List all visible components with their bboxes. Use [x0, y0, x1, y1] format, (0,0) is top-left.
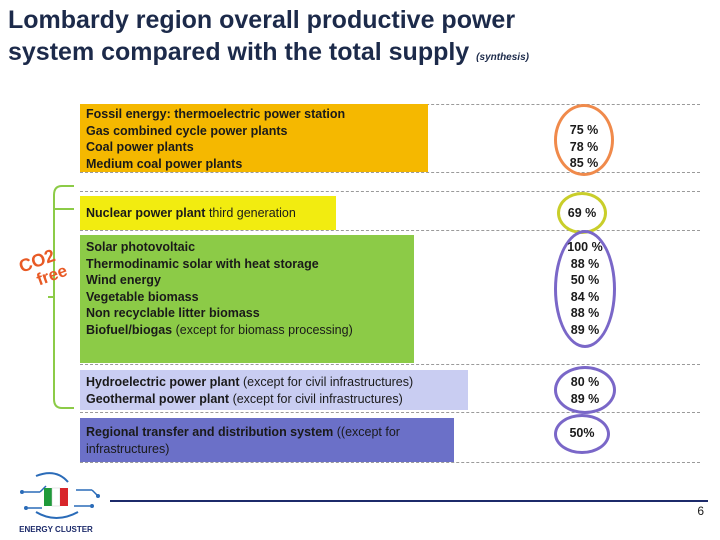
hydro-geothermal-box: Hydroelectric power plant (except for ci… — [80, 370, 468, 410]
transfer-line-bold: Regional transfer and distribution syste… — [86, 425, 334, 439]
fossil-line: Coal power plants — [86, 140, 194, 154]
hydro-efficiency-oval — [554, 366, 616, 414]
percent-value: 75 % — [569, 123, 599, 137]
renewable-efficiency-oval — [554, 230, 616, 348]
transfer-distribution-box: Regional transfer and distribution syste… — [80, 418, 454, 462]
dashed-line — [80, 191, 700, 192]
dashed-line — [80, 364, 700, 365]
renewable-line-bold: Biofuel/biogas — [86, 322, 173, 337]
dashed-line — [80, 172, 700, 173]
slide-title: Lombardy region overall productive power… — [8, 4, 708, 74]
dashed-line — [80, 462, 700, 463]
hydro-line-normal: (except for civil infrastructures) — [239, 375, 414, 389]
renewable-line: Vegetable biomass — [86, 289, 199, 304]
percent-value: 84 % — [570, 289, 600, 304]
percent-value: 89 % — [570, 322, 600, 337]
page-number: 6 — [697, 504, 704, 518]
renewable-line: Solar photovoltaic — [86, 240, 196, 254]
transfer-efficiency-oval — [554, 414, 610, 454]
dashed-line — [80, 412, 700, 413]
hydro-line-bold: Hydroelectric power plant — [86, 375, 240, 389]
brace-bracket — [48, 185, 74, 409]
fossil-line: Fossil energy: thermoelectric power stat… — [86, 107, 346, 121]
geothermal-line-bold: Geothermal power plant — [86, 391, 230, 406]
transfer-percent: 50% — [558, 425, 606, 442]
percent-value: 80 % — [570, 375, 600, 389]
title-note: (synthesis) — [476, 52, 529, 63]
percent-value: 78 % — [569, 139, 599, 154]
renewable-line: Wind energy — [86, 273, 161, 287]
nuclear-line-bold: Nuclear power plant — [86, 206, 206, 220]
co2-free-label: CO2 free — [16, 245, 70, 289]
fossil-line: Gas combined cycle power plants — [86, 123, 288, 138]
renewable-percents: 100 % 88 % 50 % 84 % 88 % 89 % — [561, 239, 609, 338]
percent-value: 88 % — [570, 306, 600, 320]
title-line-1: Lombardy region overall productive power — [8, 6, 516, 34]
hydro-percents: 80 % 89 % — [561, 374, 609, 407]
fossil-efficiency-oval — [554, 104, 614, 176]
logo-text: ENERGY CLUSTER — [19, 525, 93, 534]
transfer-line-normal: ((except for — [333, 425, 400, 439]
dashed-line — [80, 230, 700, 231]
nuclear-line-normal: third generation — [205, 206, 296, 220]
renewable-line-normal: (except for biomass processing) — [172, 322, 353, 337]
renewable-energy-box: Solar photovoltaic Thermodinamic solar w… — [80, 235, 414, 363]
geothermal-line-normal: (except for civil infrastructures) — [229, 391, 403, 406]
percent-value: 89 % — [570, 391, 600, 406]
footer-rule — [110, 500, 708, 502]
transfer-line-normal: infrastructures) — [86, 441, 170, 456]
fossil-line: Medium coal power plants — [86, 156, 243, 171]
renewable-line: Thermodinamic solar with heat storage — [86, 256, 319, 271]
nuclear-percent: 69 % — [558, 205, 606, 222]
percent-value: 50% — [569, 426, 595, 440]
renewable-line: Non recyclable litter biomass — [86, 306, 260, 320]
title-line-2: system compared with the total supply — [8, 38, 470, 66]
percent-value: 85 % — [569, 156, 599, 170]
percent-value: 88 % — [570, 256, 600, 271]
percent-value: 100 % — [567, 240, 603, 254]
fossil-energy-box: Fossil energy: thermoelectric power stat… — [80, 104, 428, 172]
nuclear-energy-box: Nuclear power plant third generation — [80, 196, 336, 230]
percent-value: 69 % — [567, 206, 597, 220]
percent-value: 50 % — [570, 273, 600, 287]
energy-cluster-logo: ENERGY CLUSTER — [19, 472, 100, 534]
fossil-percents: 75 % 78 % 85 % — [560, 122, 608, 172]
